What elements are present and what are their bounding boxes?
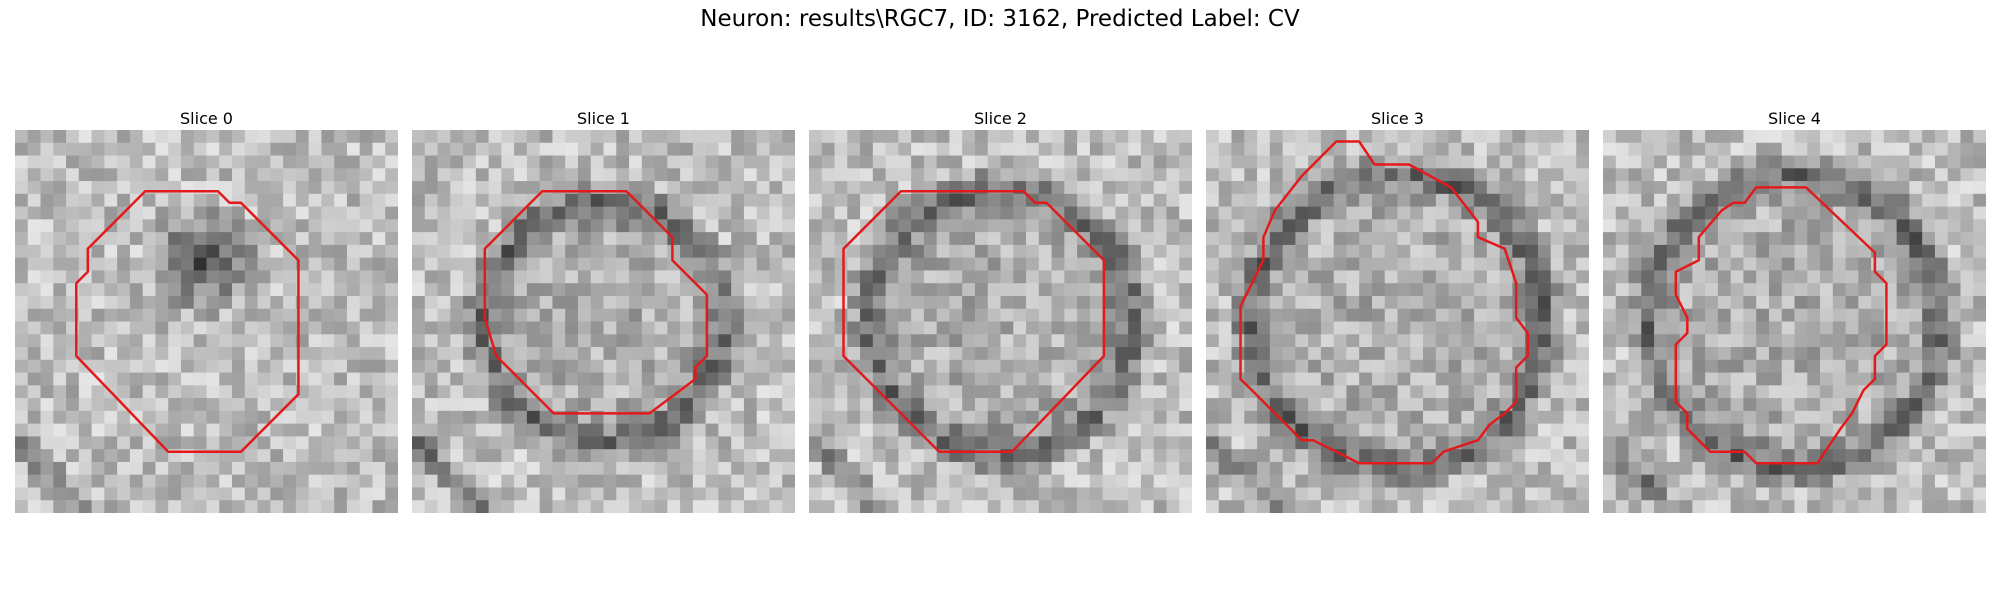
slice-panel-4: Slice 4 xyxy=(1603,108,1986,513)
slice-panel-1: Slice 1 xyxy=(412,108,795,513)
slice-title: Slice 3 xyxy=(1371,109,1424,128)
cell-contour xyxy=(842,190,1106,453)
slice-panel-2: Slice 2 xyxy=(809,108,1192,513)
slice-image xyxy=(412,130,795,513)
slice-title: Slice 0 xyxy=(180,109,233,128)
pixel-grid xyxy=(15,130,398,513)
pixel-grid xyxy=(809,130,1192,513)
slice-title: Slice 1 xyxy=(577,109,630,128)
slice-image xyxy=(1603,130,1986,513)
pixel-grid xyxy=(1206,130,1589,513)
slice-title: Slice 2 xyxy=(974,109,1027,128)
cell-contour xyxy=(1239,140,1529,465)
slice-image xyxy=(809,130,1192,513)
cell-contour xyxy=(1674,186,1888,465)
cell-contour xyxy=(483,190,709,415)
slice-image xyxy=(1206,130,1589,513)
cell-contour xyxy=(75,190,300,453)
slice-panel-0: Slice 0 xyxy=(15,108,398,513)
slice-title: Slice 4 xyxy=(1768,109,1821,128)
slice-image xyxy=(15,130,398,513)
pixel-grid xyxy=(412,130,795,513)
slice-panel-3: Slice 3 xyxy=(1206,108,1589,513)
pixel-grid xyxy=(1603,130,1986,513)
figure-title: Neuron: results\RGC7, ID: 3162, Predicte… xyxy=(700,6,1300,32)
